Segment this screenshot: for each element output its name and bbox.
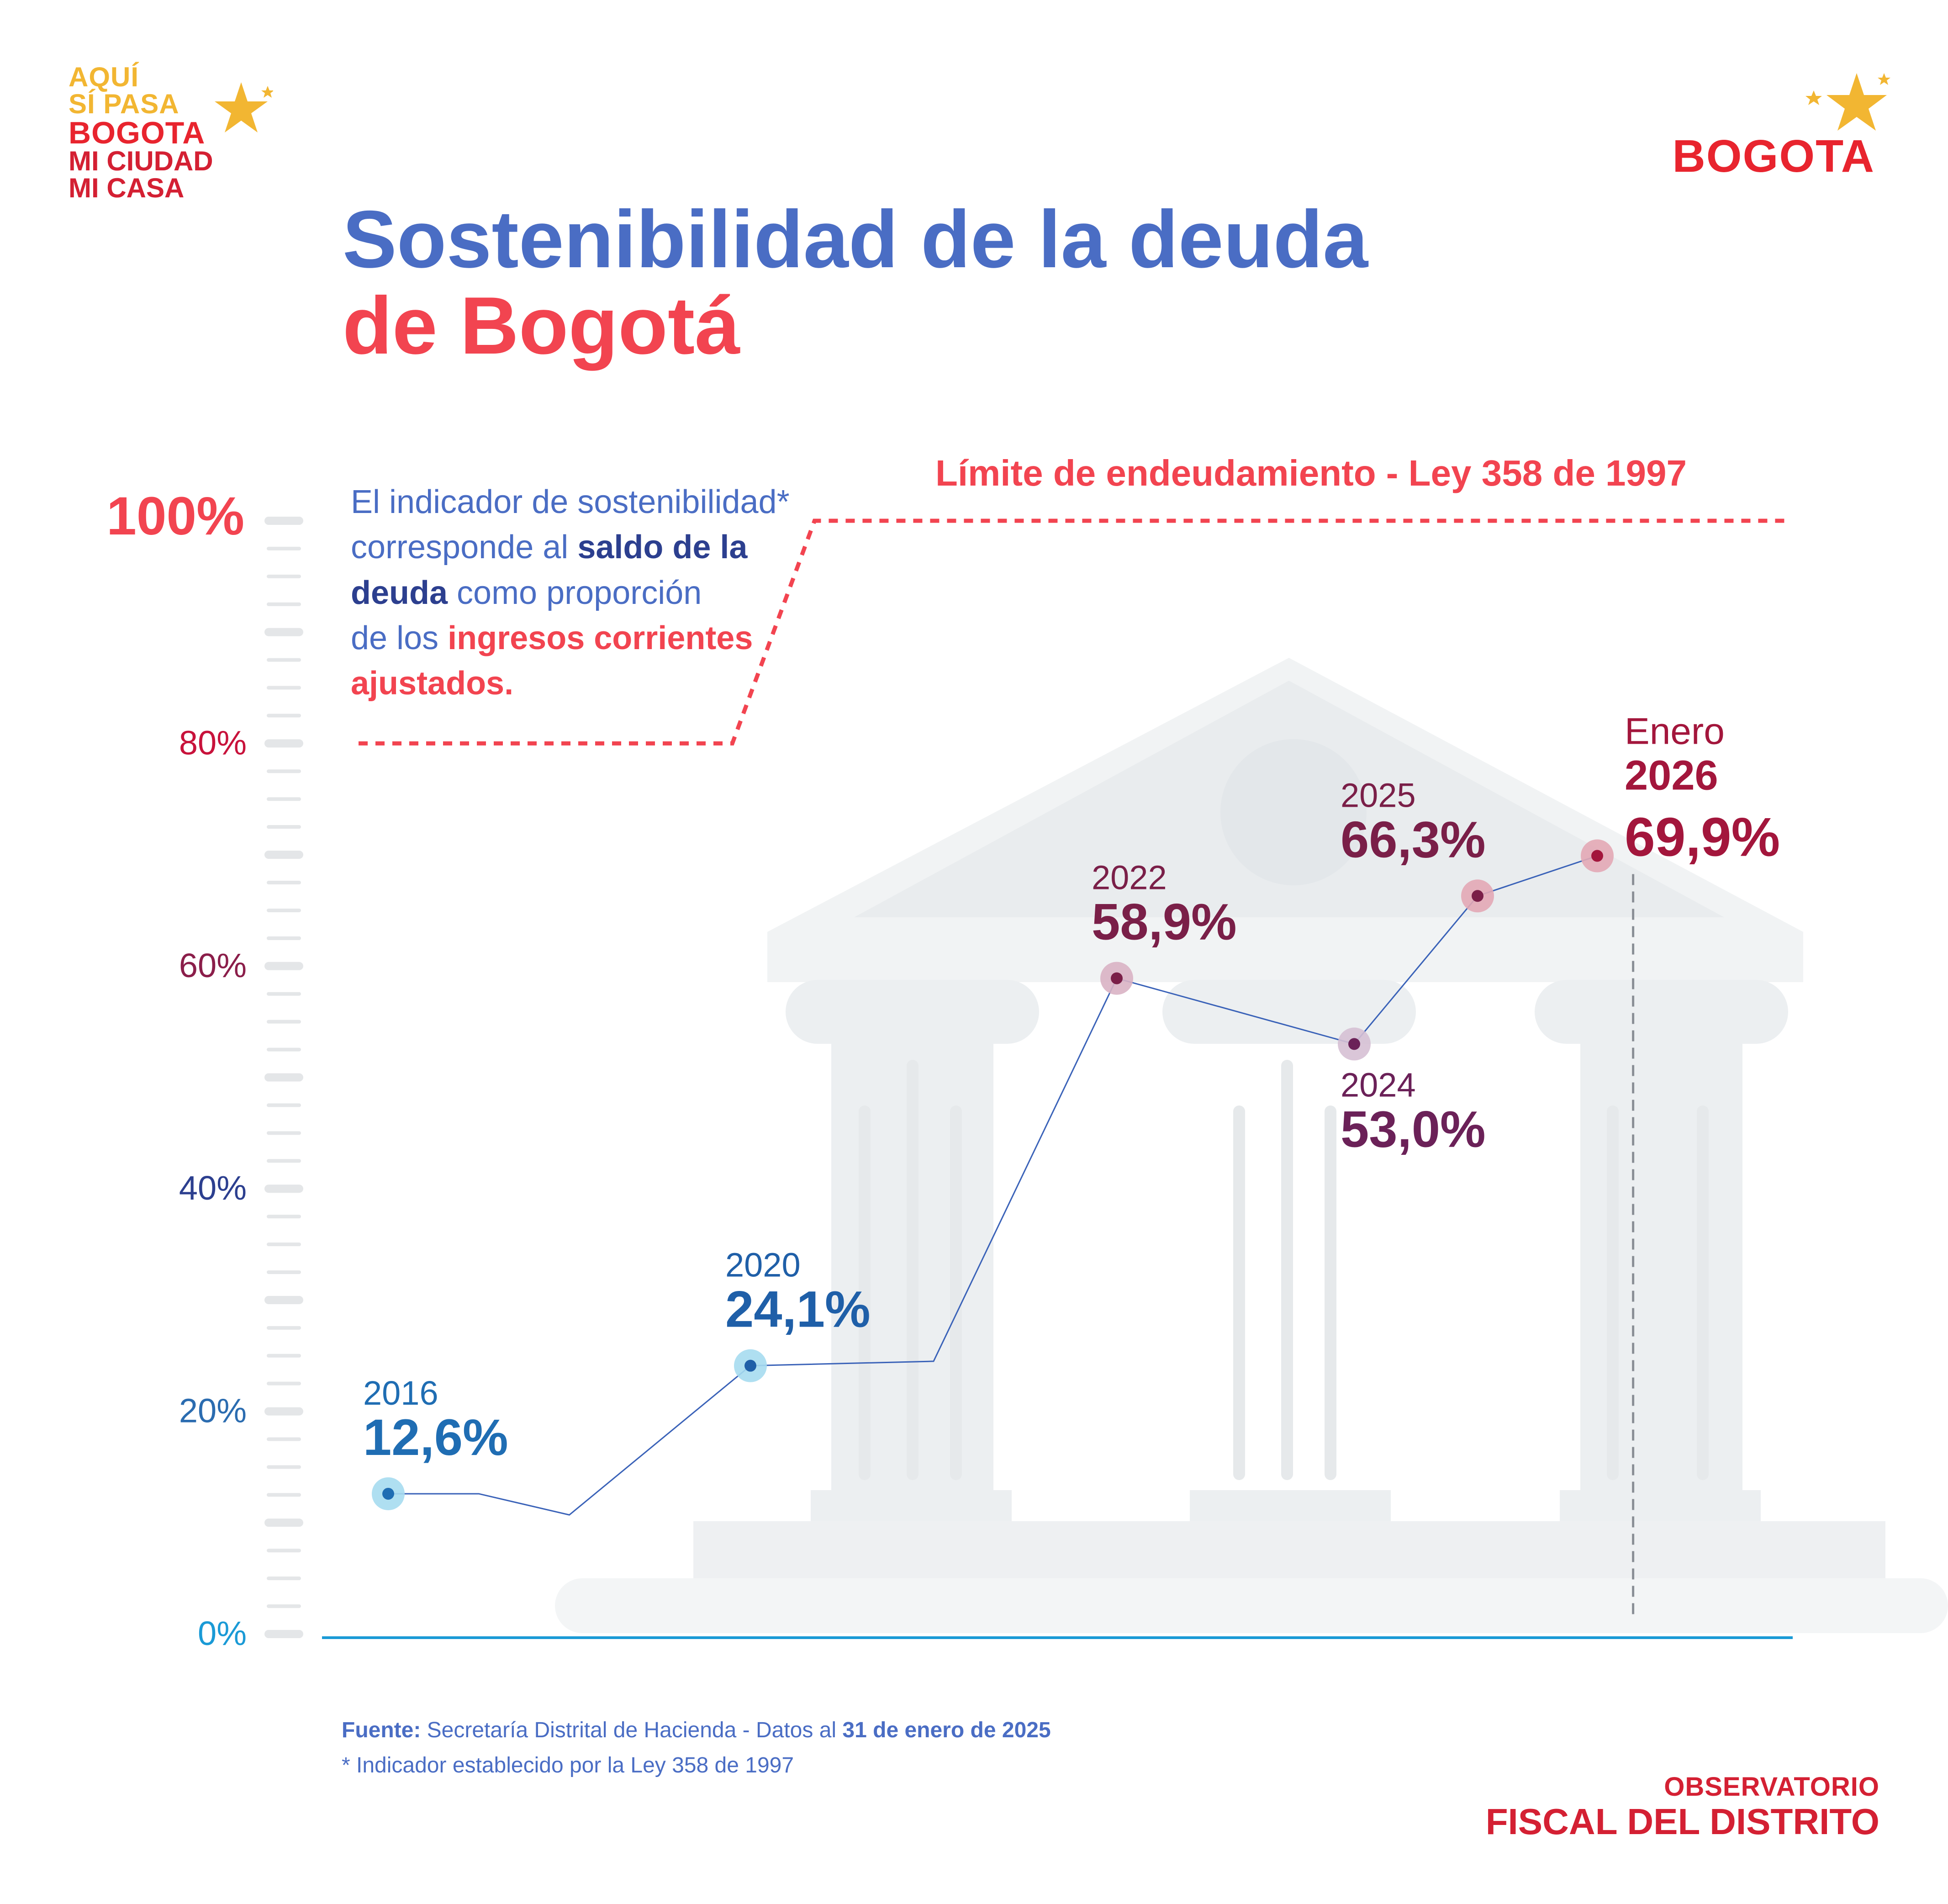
logo-line-4: MI CIUDAD bbox=[69, 146, 213, 177]
desc-highlight: ajustados. bbox=[351, 665, 514, 702]
bogota-wordmark: BOGOTA bbox=[1672, 131, 1875, 182]
desc-highlight: ingresos corrientes bbox=[448, 620, 753, 657]
column-flute bbox=[1281, 1060, 1293, 1480]
logo-line-1: AQUÍ bbox=[69, 62, 139, 92]
building-flute bbox=[907, 1060, 919, 1480]
page-title: Sostenibilidad de la deuda de Bogotá bbox=[343, 196, 1368, 369]
logo-line-5: MI CASA bbox=[69, 173, 185, 204]
desc-bold: deuda bbox=[351, 574, 448, 611]
column-base bbox=[1190, 1490, 1391, 1524]
aqui-si-pasa-logo: AQUÍ SÍ PASA BOGOTA MI CIUDAD MI CASA bbox=[69, 62, 273, 204]
title-line-1: Sostenibilidad de la deuda bbox=[343, 194, 1368, 285]
column-flute bbox=[1325, 1105, 1336, 1480]
source-label: Fuente: bbox=[342, 1718, 421, 1742]
y-tick-label: 60% bbox=[179, 947, 247, 984]
debt-limit-line bbox=[359, 518, 1791, 746]
building-flute bbox=[859, 1105, 871, 1480]
star-icon bbox=[215, 82, 273, 132]
building-center-column bbox=[1162, 980, 1416, 1524]
year-label: 2024 bbox=[1341, 1066, 1416, 1104]
observatorio-line-2: FISCAL DEL DISTRITO bbox=[1485, 1801, 1879, 1842]
year-label: 2025 bbox=[1341, 776, 1416, 814]
column-base bbox=[811, 1490, 1012, 1524]
source-text: Secretaría Distrital de Hacienda - Datos… bbox=[421, 1718, 843, 1742]
y-tick-label: 40% bbox=[179, 1169, 247, 1207]
building-flute bbox=[1607, 1105, 1619, 1480]
title-line-2: de Bogotá bbox=[343, 280, 740, 371]
desc-text: El indicador de sostenibilidad* bbox=[351, 484, 790, 520]
y-tick-label: 0% bbox=[198, 1614, 247, 1652]
desc-text: corresponde al bbox=[351, 529, 578, 566]
year-label: 2022 bbox=[1092, 859, 1167, 897]
data-point bbox=[382, 1487, 394, 1500]
data-point bbox=[744, 1359, 756, 1372]
source-line: Fuente: Secretaría Distrital de Hacienda… bbox=[342, 1713, 1051, 1748]
observatorio-line-1: OBSERVATORIO bbox=[1664, 1772, 1879, 1802]
building-illustration bbox=[555, 658, 1948, 1633]
year-label: 2016 bbox=[363, 1374, 438, 1412]
column-shaft bbox=[1580, 1007, 1742, 1496]
footnote: * Indicador establecido por la Ley 358 d… bbox=[342, 1753, 794, 1777]
building-step bbox=[693, 1521, 1885, 1581]
desc-bold: saldo de la bbox=[577, 529, 748, 566]
source-date: 31 de enero de 2025 bbox=[842, 1718, 1051, 1742]
building-right-column bbox=[1535, 980, 1788, 1524]
year-prefix-label: Enero bbox=[1625, 711, 1725, 752]
star-icon bbox=[1805, 73, 1890, 131]
building-flute bbox=[1697, 1105, 1709, 1480]
data-point bbox=[1111, 972, 1123, 984]
desc-text: de los bbox=[351, 620, 448, 657]
y-tick-label: 20% bbox=[179, 1392, 247, 1430]
year-label: 2026 bbox=[1625, 752, 1718, 799]
value-label: 69,9% bbox=[1625, 807, 1780, 868]
series-line bbox=[388, 855, 1598, 1516]
value-label: 66,3% bbox=[1341, 811, 1486, 868]
source-note: Fuente: Secretaría Distrital de Hacienda… bbox=[342, 1713, 1051, 1783]
debt-limit-label: Límite de endeudamiento - Ley 358 de 199… bbox=[935, 453, 1687, 493]
building-flute bbox=[950, 1105, 962, 1480]
building-foundation bbox=[555, 1578, 1948, 1633]
observatorio-logo: OBSERVATORIO FISCAL DEL DISTRITO bbox=[1486, 1772, 1879, 1842]
value-label: 24,1% bbox=[725, 1281, 871, 1338]
data-point bbox=[1591, 850, 1603, 862]
logo-line-2: SÍ PASA bbox=[69, 88, 179, 119]
year-label: 2020 bbox=[725, 1246, 801, 1284]
column-flute bbox=[1233, 1105, 1245, 1480]
value-label: 58,9% bbox=[1092, 894, 1237, 951]
y-axis: 0% 20% 40% 60% 80% 100% bbox=[106, 486, 1793, 1652]
y-tick-label: 80% bbox=[179, 724, 247, 762]
data-point bbox=[1472, 890, 1483, 902]
logo-line-3: BOGOTA bbox=[69, 115, 206, 150]
desc-text: como proporción bbox=[448, 574, 702, 611]
limit-dashed-line bbox=[359, 518, 1791, 746]
data-point bbox=[1348, 1038, 1360, 1050]
bogota-logo: BOGOTA bbox=[1672, 69, 1893, 183]
building-roof-medallion bbox=[1220, 739, 1367, 885]
y-tick-label: 100% bbox=[106, 486, 244, 546]
series-line-layer bbox=[388, 855, 1635, 1620]
indicator-description: El indicador de sostenibilidad* correspo… bbox=[351, 480, 917, 707]
value-label: 12,6% bbox=[363, 1409, 508, 1466]
column-base bbox=[1560, 1490, 1761, 1524]
value-label: 53,0% bbox=[1341, 1100, 1486, 1158]
